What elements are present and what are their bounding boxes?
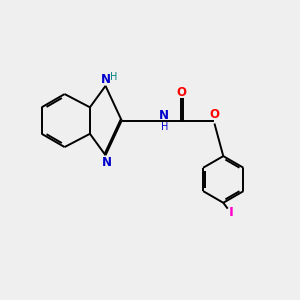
Text: I: I — [229, 206, 234, 219]
Text: O: O — [176, 85, 186, 99]
Text: O: O — [209, 108, 220, 121]
Text: H: H — [110, 72, 117, 82]
Text: N: N — [102, 156, 112, 169]
Text: N: N — [159, 109, 169, 122]
Text: H: H — [161, 122, 168, 132]
Text: N: N — [100, 73, 110, 86]
